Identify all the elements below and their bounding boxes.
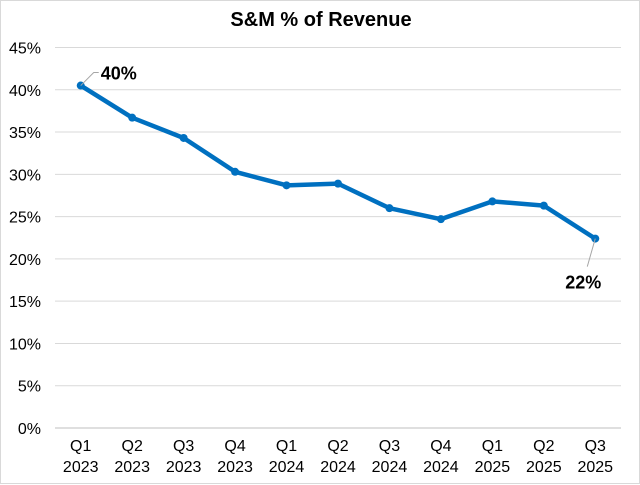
y-tick-label: 10% xyxy=(9,336,41,353)
x-tick-label: Q2 xyxy=(327,438,348,455)
y-tick-label: 30% xyxy=(9,167,41,184)
x-tick-label: Q1 xyxy=(276,438,297,455)
leader-line xyxy=(80,72,99,86)
data-label: 22% xyxy=(565,273,601,293)
leader-line xyxy=(586,238,596,267)
x-tick-label: Q4 xyxy=(224,438,245,455)
data-point xyxy=(282,181,291,190)
x-tick-label: Q4 xyxy=(430,438,451,455)
data-point xyxy=(128,113,137,122)
x-tick-label: Q2 xyxy=(533,438,554,455)
x-tick-label: 2024 xyxy=(320,459,356,476)
x-tick-label: Q1 xyxy=(482,438,503,455)
data-point xyxy=(231,167,240,176)
y-tick-label: 40% xyxy=(9,83,41,100)
data-point xyxy=(334,179,342,188)
x-tick-label: 2024 xyxy=(372,459,408,476)
data-point xyxy=(488,197,497,206)
x-tick-label: 2025 xyxy=(526,459,562,476)
x-tick-label: 2024 xyxy=(423,459,459,476)
data-point xyxy=(436,215,445,224)
series-line xyxy=(79,83,597,241)
y-tick-label: 35% xyxy=(9,125,41,142)
y-tick-label: 20% xyxy=(9,252,41,269)
x-tick-label: 2023 xyxy=(63,459,99,476)
x-tick-label: Q3 xyxy=(585,438,606,455)
x-tick-label: 2023 xyxy=(166,459,202,476)
y-tick-label: 25% xyxy=(9,210,41,227)
x-tick-label: Q2 xyxy=(122,438,143,455)
data-point xyxy=(385,204,394,213)
x-tick-label: Q3 xyxy=(379,438,400,455)
data-point xyxy=(539,201,548,210)
x-tick-label: 2025 xyxy=(475,459,511,476)
y-tick-label: 45% xyxy=(9,41,41,58)
x-tick-label: 2023 xyxy=(217,459,253,476)
x-tick-label: Q3 xyxy=(173,438,194,455)
x-tick-label: 2023 xyxy=(114,459,150,476)
y-tick-label: 15% xyxy=(9,294,41,311)
x-tick-label: 2024 xyxy=(269,459,305,476)
data-label: 40% xyxy=(101,64,137,84)
x-tick-label: 2025 xyxy=(577,459,613,476)
chart-title: S&M % of Revenue xyxy=(230,9,412,31)
y-tick-label: 0% xyxy=(18,421,41,438)
y-tick-label: 5% xyxy=(18,379,41,396)
data-point xyxy=(179,133,188,142)
x-tick-label: Q1 xyxy=(70,438,91,455)
